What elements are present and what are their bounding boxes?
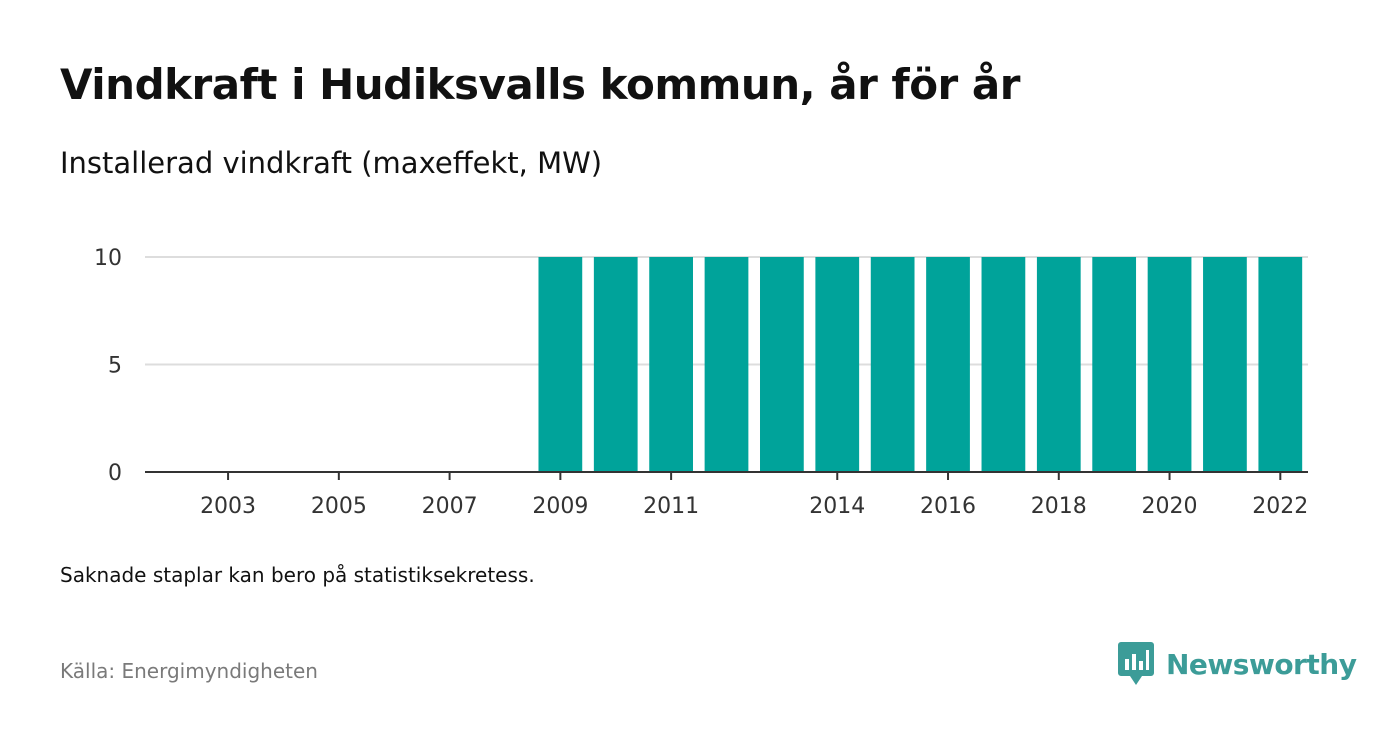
chart-title: Vindkraft i Hudiksvalls kommun, år för å… bbox=[60, 60, 1020, 109]
bar bbox=[1147, 257, 1192, 472]
source-text: Källa: Energimyndigheten bbox=[60, 659, 318, 683]
newsworthy-logo-icon bbox=[1118, 642, 1154, 685]
y-tick-label: 5 bbox=[108, 354, 122, 379]
x-tick-label: 2020 bbox=[1142, 494, 1198, 519]
x-tick-label: 2005 bbox=[311, 494, 367, 519]
bar bbox=[704, 257, 749, 472]
bar bbox=[926, 257, 970, 472]
bar bbox=[760, 257, 804, 472]
bar bbox=[815, 257, 860, 472]
bar bbox=[1203, 257, 1247, 472]
bar bbox=[1092, 257, 1137, 472]
brand-logo: Newsworthy bbox=[1118, 642, 1357, 686]
bar bbox=[1258, 257, 1303, 472]
bar bbox=[649, 257, 693, 472]
chart-subtitle: Installerad vindkraft (maxeffekt, MW) bbox=[60, 146, 603, 180]
x-tick-label: 2003 bbox=[200, 494, 256, 519]
x-tick-label: 2011 bbox=[643, 494, 699, 519]
x-tick-label: 2009 bbox=[532, 494, 588, 519]
bar bbox=[593, 257, 638, 472]
x-tick-label: 2018 bbox=[1031, 494, 1087, 519]
bar-chart: 0 5 10 2003 2005 2007 2009 2011 2014 2016 2018 2020… bbox=[94, 246, 1308, 519]
bar bbox=[538, 257, 583, 472]
y-tick-label: 0 bbox=[108, 461, 122, 486]
bar bbox=[1036, 257, 1081, 472]
x-tick-label: 2016 bbox=[920, 494, 976, 519]
brand-name: Newsworthy bbox=[1166, 647, 1357, 681]
y-tick-label: 10 bbox=[94, 246, 122, 271]
x-tick-label: 2014 bbox=[809, 494, 865, 519]
bar bbox=[981, 257, 1026, 472]
x-tick-label: 2022 bbox=[1252, 494, 1308, 519]
bar bbox=[870, 257, 915, 472]
x-tick-label: 2007 bbox=[422, 494, 478, 519]
chart-note: Saknade staplar kan bero på statistiksek… bbox=[60, 563, 535, 587]
